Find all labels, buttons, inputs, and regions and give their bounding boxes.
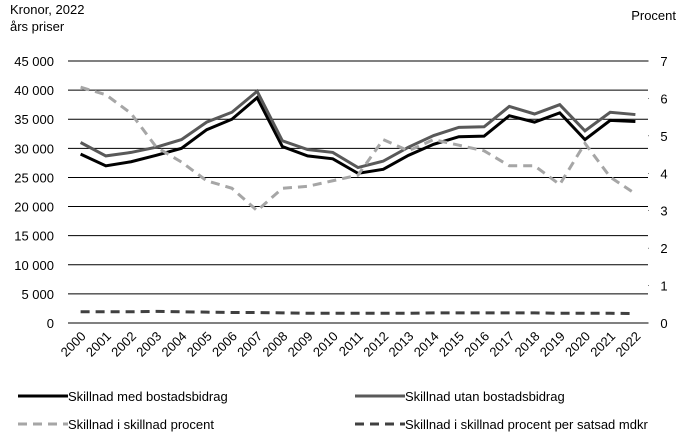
x-tick-label: 2003 bbox=[133, 329, 164, 360]
y2-tick-label: 4 bbox=[660, 166, 667, 181]
y-tick-label: 35 000 bbox=[14, 112, 54, 127]
y2-tick-label: 6 bbox=[660, 91, 667, 106]
x-tick-label: 2019 bbox=[537, 329, 568, 360]
y2-tick-label: 1 bbox=[660, 279, 667, 294]
y-tick-label: 15 000 bbox=[14, 229, 54, 244]
x-tick-label: 2009 bbox=[285, 329, 316, 360]
x-tick-label: 2016 bbox=[461, 329, 492, 360]
y2-tick-label: 7 bbox=[660, 54, 667, 69]
y-tick-label: 45 000 bbox=[14, 54, 54, 69]
x-tick-label: 2004 bbox=[159, 329, 190, 360]
x-tick-label: 2013 bbox=[385, 329, 416, 360]
series-line bbox=[79, 88, 636, 170]
y2-tick-label: 0 bbox=[660, 316, 667, 331]
x-tick-label: 2000 bbox=[58, 329, 89, 360]
legend-label: Skillnad i skillnad procent per satsad m… bbox=[405, 417, 648, 432]
x-tick-label: 2005 bbox=[184, 329, 215, 360]
x-tick-label: 2022 bbox=[612, 329, 643, 360]
x-tick-label: 2021 bbox=[587, 329, 618, 360]
x-tick-label: 2018 bbox=[512, 329, 543, 360]
x-tick-label: 2012 bbox=[360, 329, 391, 360]
legend-label: Skillnad utan bostadsbidrag bbox=[405, 389, 565, 404]
y-tick-label: 30 000 bbox=[14, 141, 54, 156]
y-tick-label: 20 000 bbox=[14, 200, 54, 215]
x-tick-label: 2006 bbox=[209, 329, 240, 360]
legend-label: Skillnad med bostadsbidrag bbox=[68, 389, 228, 404]
y2-axis-label: Procent bbox=[631, 8, 676, 23]
x-tick-label: 2002 bbox=[108, 329, 139, 360]
legend-label: Skillnad i skillnad procent bbox=[68, 417, 214, 432]
x-tick-label: 2014 bbox=[411, 329, 442, 360]
y2-tick-label: 2 bbox=[660, 241, 667, 256]
x-tick-label: 2011 bbox=[336, 329, 366, 359]
x-tick-label: 2015 bbox=[436, 329, 467, 360]
y2-tick-label: 5 bbox=[660, 129, 667, 144]
y-axis-label: års priser bbox=[10, 19, 65, 34]
x-tick-label: 2020 bbox=[562, 329, 593, 360]
y-tick-label: 0 bbox=[47, 316, 54, 331]
y-tick-label: 25 000 bbox=[14, 170, 54, 185]
x-tick-label: 2001 bbox=[83, 329, 114, 360]
series-line bbox=[80, 309, 636, 316]
x-tick-label: 2008 bbox=[259, 329, 290, 360]
series-line bbox=[80, 85, 637, 213]
x-tick-label: 2010 bbox=[310, 329, 341, 360]
y-tick-label: 10 000 bbox=[14, 258, 54, 273]
x-tick-label: 2017 bbox=[486, 329, 517, 360]
y-tick-label: 5 000 bbox=[21, 287, 54, 302]
y-axis-label: Kronor, 2022 bbox=[10, 2, 84, 17]
y-tick-label: 40 000 bbox=[14, 83, 54, 98]
x-tick-label: 2007 bbox=[234, 329, 265, 360]
y2-tick-label: 3 bbox=[660, 204, 667, 219]
